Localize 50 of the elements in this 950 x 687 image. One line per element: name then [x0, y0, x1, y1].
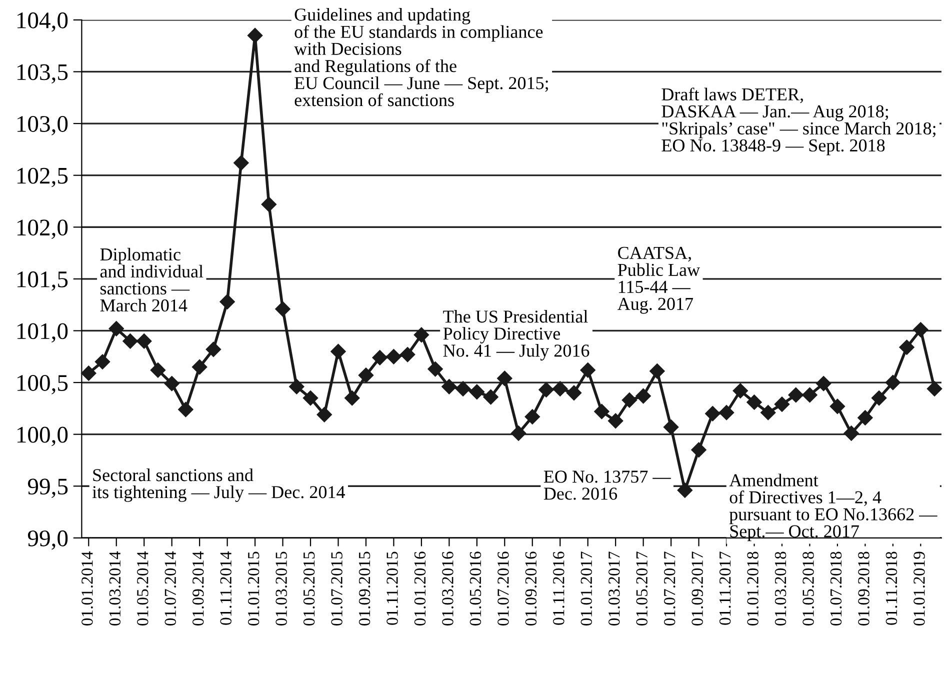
annotation: CAATSA, Public Law 115-44 — Aug. 2017: [618, 246, 700, 314]
y-tick-label: 99,0: [28, 530, 68, 550]
y-tick-label: 103,5: [17, 64, 68, 84]
x-tick-label: 01.01.2014: [82, 551, 93, 626]
y-tick-label: 100,5: [17, 375, 68, 394]
x-tick-label: 01.01.2015: [248, 552, 260, 626]
y-tick-label: 103,0: [17, 116, 68, 136]
x-tick-label: 01.05.2017: [636, 552, 648, 626]
x-tick-label: 01.01.2018: [747, 552, 758, 626]
x-tick-label: 01.07.2016: [498, 552, 509, 626]
x-tick-label: 01.11.2017: [719, 552, 731, 625]
y-tick-label: 102,5: [17, 168, 68, 188]
x-tick-label: 01.09.2017: [692, 552, 704, 626]
x-tick-label: 01.11.2014: [220, 551, 232, 625]
x-tick-label: 01.09.2018: [858, 552, 870, 626]
annotation: Draft laws DETER, DASKAA — Jan.— Aug 2018; "Skripals’ case" — since March 2018; EO No. 13848-9 — Sept. 2018: [662, 88, 936, 156]
x-tick-label: 01.07.2014: [164, 551, 176, 626]
x-tick-label: 01.09.2014: [192, 551, 204, 626]
y-tick-label: 101,0: [17, 323, 68, 343]
x-tick-label: 01.03.2018: [774, 552, 786, 626]
x-tick-label: 01.11.2016: [553, 552, 564, 625]
annotation: Diplomatic and individual sanctions — March 2014: [100, 248, 204, 312]
x-tick-label: 01.01.2019: [914, 552, 925, 626]
annotation: Guidelines and updating of the EU standards in compliance with Decisions and Regulations of the EU Council — June — Sept. 2015; extension of sanctions: [294, 8, 548, 106]
x-tick-label: 01.01.2017: [580, 552, 592, 626]
x-tick-label: 01.03.2015: [276, 552, 288, 626]
x-tick-label: 01.05.2018: [802, 552, 814, 626]
annotation: EO No. 13757 — Dec. 2016: [544, 470, 671, 500]
x-tick-label: 01.07.2015: [331, 552, 342, 626]
annotation: The US Presidential Policy Directive No. 41 — July 2016: [443, 310, 590, 360]
y-tick-label: 102,0: [17, 220, 68, 239]
annotation: Amendment of Directives 1—2, 4 pursuant to EO No.13662 — Sept.— Oct. 2017: [729, 474, 938, 542]
y-tick-label: 99,5: [28, 478, 68, 498]
x-tick-label: 01.05.2014: [137, 551, 148, 626]
x-tick-label: 01.01.2016: [414, 552, 426, 626]
x-tick-label: 01.03.2017: [608, 552, 620, 626]
y-tick-label: 104,0: [17, 12, 68, 32]
x-tick-label: 01.11.2015: [386, 552, 398, 625]
x-tick-label: 01.09.2016: [525, 552, 537, 626]
x-tick-label: 01.03.2014: [109, 551, 121, 626]
y-tick-label: 101,5: [17, 271, 68, 291]
x-tick-label: 01.07.2017: [664, 552, 676, 626]
annotation: Sectoral sanctions and its tightening — July — Dec. 2014: [92, 468, 345, 502]
x-tick-label: 01.05.2016: [470, 552, 482, 626]
x-tick-label: 01.05.2015: [303, 552, 315, 626]
x-tick-label: 01.11.2018: [886, 552, 898, 625]
y-tick-label: 100,0: [17, 426, 68, 446]
x-tick-label: 01.09.2015: [358, 552, 370, 626]
x-tick-label: 01.03.2016: [442, 552, 454, 626]
x-tick-label: 01.07.2018: [830, 552, 842, 626]
